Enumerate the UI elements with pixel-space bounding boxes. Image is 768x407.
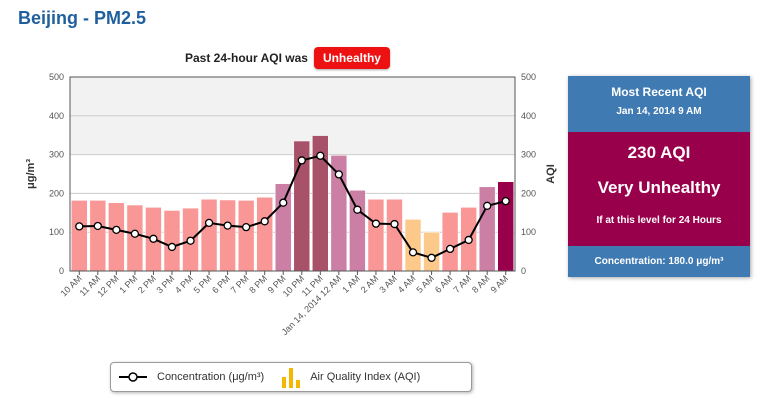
aqi-bar bbox=[126, 204, 144, 272]
concentration-point bbox=[167, 242, 177, 252]
x-tick-label: 3 PM bbox=[154, 273, 176, 295]
line-marker-icon bbox=[119, 372, 147, 382]
bar-chart-icon bbox=[282, 368, 301, 388]
y-tick-label-right: 200 bbox=[521, 188, 536, 198]
concentration-point bbox=[371, 219, 381, 228]
x-tick-label: 3 AM bbox=[377, 273, 399, 295]
panel-title: Most Recent AQI bbox=[611, 85, 707, 99]
y-tick-label-right: 500 bbox=[521, 72, 536, 82]
summary-label: Past 24-hour AQI was bbox=[185, 51, 308, 65]
aqi-bar bbox=[219, 199, 236, 272]
aqi-bar bbox=[497, 181, 514, 272]
x-tick-label: 4 PM bbox=[173, 273, 195, 295]
legend-item-aqi[interactable]: Air Quality Index (AQI) bbox=[264, 366, 420, 388]
concentration-point bbox=[112, 225, 121, 235]
status-badge: Unhealthy bbox=[313, 47, 390, 69]
concentration-point bbox=[427, 253, 436, 262]
aqi-bar bbox=[237, 200, 255, 272]
legend-label-aqi: Air Quality Index (AQI) bbox=[310, 371, 421, 383]
legend-item-concentration[interactable]: Concentration (μg/m³) bbox=[111, 370, 264, 384]
concentration-point bbox=[390, 219, 399, 229]
page-title: Beijing - PM2.5 bbox=[18, 8, 147, 28]
concentration-point bbox=[353, 205, 362, 214]
aqi-bar bbox=[367, 198, 385, 272]
concentration-point bbox=[408, 248, 418, 257]
y-tick-label-right: 400 bbox=[521, 111, 536, 121]
x-tick-label: 6 PM bbox=[210, 273, 232, 295]
y-tick-label-left: 400 bbox=[49, 111, 64, 121]
aqi-bar bbox=[386, 198, 403, 272]
panel-header: Most Recent AQI Jan 14, 2014 9 AM bbox=[568, 76, 750, 132]
y-tick-label-left: 500 bbox=[49, 72, 64, 82]
past-24h-summary: Past 24-hour AQI was Unhealthy bbox=[185, 45, 390, 71]
y-axis-title-right: AQI bbox=[545, 164, 557, 184]
x-tick-label: 5 PM bbox=[192, 273, 214, 295]
x-tick-label: 2 PM bbox=[136, 273, 158, 295]
aqi-bar bbox=[200, 198, 218, 272]
chart-legend: Concentration (μg/m³) Air Quality Index … bbox=[110, 362, 472, 392]
legend-label-concentration: Concentration (μg/m³) bbox=[157, 371, 265, 383]
aqi-category: Very Unhealthy bbox=[597, 178, 721, 197]
concentration-point bbox=[260, 217, 269, 226]
aqi-bar bbox=[89, 200, 107, 272]
concentration-point bbox=[279, 198, 288, 207]
x-tick-label: 5 AM bbox=[414, 273, 436, 295]
x-tick-label: 4 AM bbox=[396, 273, 418, 295]
aqi-bar bbox=[423, 231, 440, 272]
aqi-bar bbox=[108, 202, 125, 272]
concentration-point bbox=[241, 223, 251, 232]
aqi-bar bbox=[256, 197, 273, 272]
x-tick-label: 7 AM bbox=[451, 273, 473, 295]
concentration-point bbox=[297, 156, 306, 165]
x-tick-label: 8 AM bbox=[470, 273, 492, 295]
aqi-value: 230 AQI bbox=[627, 143, 691, 162]
y-tick-label-right: 100 bbox=[521, 227, 536, 237]
concentration-point bbox=[501, 197, 510, 206]
y-tick-label-left: 0 bbox=[59, 266, 64, 276]
concentration-point bbox=[334, 170, 344, 179]
concentration-point bbox=[204, 218, 214, 228]
y-tick-label-right: 300 bbox=[521, 150, 536, 160]
plot-frame bbox=[69, 76, 516, 272]
x-tick-label: 12 PM bbox=[95, 273, 120, 298]
concentration-point bbox=[316, 151, 325, 160]
aqi-note: If at this level for 24 Hours bbox=[596, 215, 722, 226]
aqi-bar bbox=[441, 212, 459, 272]
concentration-point bbox=[75, 222, 84, 231]
panel-concentration: Concentration: 180.0 μg/m³ bbox=[568, 246, 750, 277]
aqi-bar bbox=[275, 183, 292, 272]
aqi-bar bbox=[163, 210, 181, 272]
concentration-point bbox=[93, 221, 102, 231]
y-tick-label-left: 200 bbox=[49, 188, 64, 198]
x-tick-label: 6 AM bbox=[433, 273, 455, 295]
aqi-bar bbox=[478, 186, 496, 272]
concentration-point bbox=[149, 234, 158, 243]
concentration-point bbox=[483, 201, 492, 210]
x-tick-label: 10 AM bbox=[59, 273, 84, 298]
aqi-bar bbox=[349, 190, 366, 272]
x-tick-label: 7 PM bbox=[229, 273, 251, 295]
concentration-point bbox=[186, 236, 195, 245]
x-tick-label: 1 AM bbox=[340, 273, 362, 295]
x-tick-label: 1 PM bbox=[117, 273, 139, 295]
concentration-point bbox=[130, 229, 140, 238]
concentration-point bbox=[445, 244, 455, 254]
y-tick-label-left: 100 bbox=[49, 227, 64, 237]
y-axis-title-left: μg/m³ bbox=[25, 159, 37, 189]
x-tick-label: 8 PM bbox=[247, 273, 269, 295]
y-tick-label-right: 0 bbox=[521, 266, 526, 276]
y-tick-label-left: 300 bbox=[49, 150, 64, 160]
x-tick-label: 9 AM bbox=[489, 273, 511, 295]
aqi-chart: 0 100 200 300 400 500 0 100 200 300 400 500 10 AM 1… bbox=[25, 72, 557, 337]
concentration-point bbox=[223, 221, 232, 230]
panel-date: Jan 14, 2014 9 AM bbox=[616, 106, 702, 117]
x-tick-label: 2 AM bbox=[359, 273, 381, 295]
most-recent-aqi-panel: Most Recent AQI Jan 14, 2014 9 AM 230 AQ… bbox=[568, 76, 750, 277]
concentration-point bbox=[464, 235, 473, 245]
aqi-bar bbox=[71, 200, 88, 272]
panel-aqi-block: 230 AQI Very Unhealthy If at this level … bbox=[568, 132, 750, 246]
